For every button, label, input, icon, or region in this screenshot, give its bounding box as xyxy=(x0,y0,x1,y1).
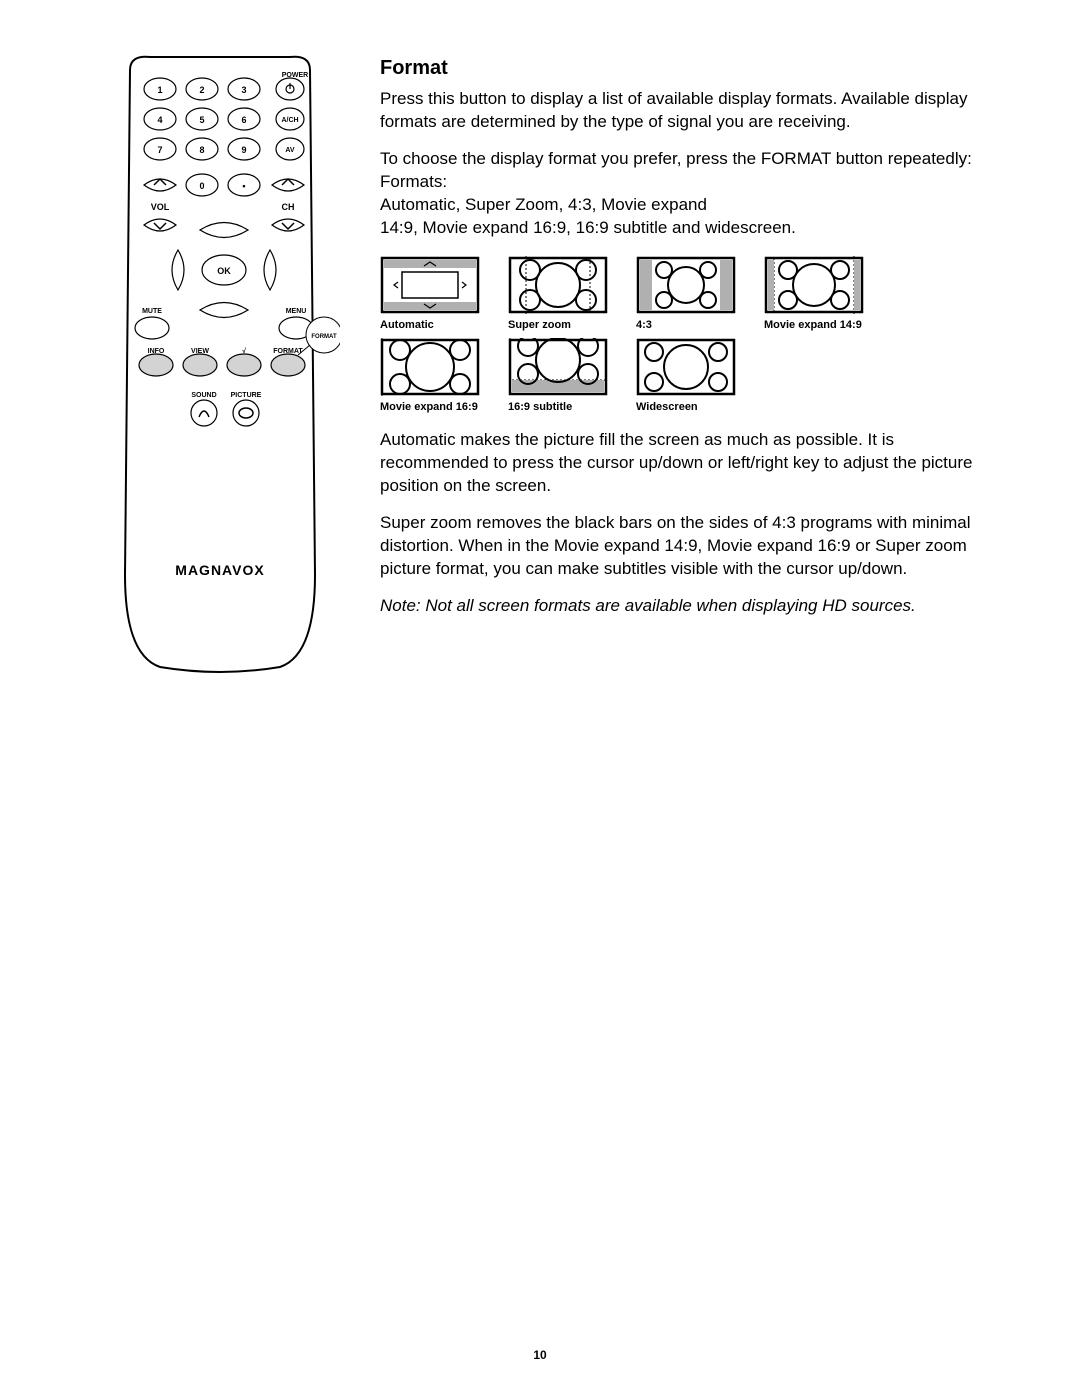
lbl-ach: A/CH xyxy=(281,117,298,124)
lbl-av: AV xyxy=(285,147,295,154)
svg-text:FORMAT: FORMAT xyxy=(311,334,337,340)
lbl-2: 2 xyxy=(199,85,204,95)
lbl-5: 5 xyxy=(199,115,204,125)
page-number: 10 xyxy=(0,1348,1080,1362)
format-icon-grid: Automatic Super zoom xyxy=(380,256,980,416)
lbl-9: 9 xyxy=(241,145,246,155)
btn-mute xyxy=(135,317,169,339)
label-sub169: 16:9 subtitle xyxy=(508,400,572,415)
heading-format: Format xyxy=(380,55,980,82)
svg-text:√: √ xyxy=(242,347,246,355)
label-superzoom: Super zoom xyxy=(508,318,571,333)
lbl-menu: MENU xyxy=(286,308,307,315)
btn-picture xyxy=(233,400,259,426)
format-automatic: Automatic xyxy=(380,256,480,333)
lbl-0: 0 xyxy=(199,181,204,191)
remote-column: POWER 1 2 3 4 5 6 A/CH xyxy=(100,55,340,680)
svg-text:VIEW: VIEW xyxy=(191,348,209,355)
lbl-vol: VOL xyxy=(151,202,170,212)
label-me169: Movie expand 16:9 xyxy=(380,400,478,415)
btn-info xyxy=(139,354,173,376)
para-1: Press this button to display a list of a… xyxy=(380,88,980,134)
format-widescreen: Widescreen xyxy=(636,338,736,415)
label-43: 4:3 xyxy=(636,318,652,333)
lbl-1: 1 xyxy=(157,85,162,95)
note: Note: Not all screen formats are availab… xyxy=(380,595,980,618)
lbl-3: 3 xyxy=(241,85,246,95)
brand-label: MAGNAVOX xyxy=(175,562,264,578)
svg-text:OK: OK xyxy=(217,266,231,276)
para-2a: To choose the display format you prefer,… xyxy=(380,149,972,191)
label-me149: Movie expand 14:9 xyxy=(764,318,862,333)
format-superzoom: Super zoom xyxy=(508,256,608,333)
para-4: Super zoom removes the black bars on the… xyxy=(380,512,980,581)
svg-text:PICTURE: PICTURE xyxy=(231,392,262,399)
lbl-7: 7 xyxy=(157,145,162,155)
label-widescreen: Widescreen xyxy=(636,400,698,415)
btn-view xyxy=(183,354,217,376)
para-2: To choose the display format you prefer,… xyxy=(380,148,980,240)
manual-page: POWER 1 2 3 4 5 6 A/CH xyxy=(0,0,1080,1397)
para-2b: Automatic, Super Zoom, 4:3, Movie expand xyxy=(380,195,707,214)
svg-text:SOUND: SOUND xyxy=(191,392,216,399)
format-sub169: 16:9 subtitle xyxy=(508,338,608,415)
format-me169: Movie expand 16:9 xyxy=(380,338,480,415)
lbl-8: 8 xyxy=(199,145,204,155)
lbl-ch: CH xyxy=(282,202,295,212)
lbl-4: 4 xyxy=(157,115,162,125)
format-me149: Movie expand 14:9 xyxy=(764,256,864,333)
para-2c: 14:9, Movie expand 16:9, 16:9 subtitle a… xyxy=(380,218,796,237)
lbl-mute: MUTE xyxy=(142,308,162,315)
lbl-6: 6 xyxy=(241,115,246,125)
svg-text:INFO: INFO xyxy=(148,348,165,355)
lbl-dot: • xyxy=(242,181,245,191)
content-row: POWER 1 2 3 4 5 6 A/CH xyxy=(100,55,980,680)
remote-illustration: POWER 1 2 3 4 5 6 A/CH xyxy=(100,55,340,675)
btn-check xyxy=(227,354,261,376)
label-automatic: Automatic xyxy=(380,318,434,333)
btn-format xyxy=(271,354,305,376)
para-3: Automatic makes the picture fill the scr… xyxy=(380,429,980,498)
text-column: Format Press this button to display a li… xyxy=(380,55,980,680)
svg-text:FORMAT: FORMAT xyxy=(273,348,303,355)
format-43: 4:3 xyxy=(636,256,736,333)
btn-sound xyxy=(191,400,217,426)
